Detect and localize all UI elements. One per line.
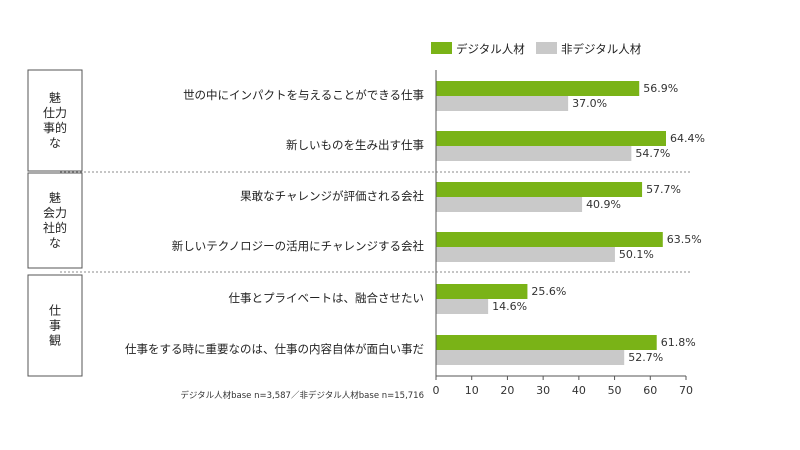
value-label: 54.7% (635, 147, 670, 160)
x-tick-label: 10 (465, 384, 479, 397)
category-label: 果敢なチャレンジが評価される会社 (240, 189, 424, 203)
group-label: 事的 (43, 120, 67, 135)
bar (436, 299, 489, 314)
category-label: 仕事をする時に重要なのは、仕事の内容自体が面白い事だ (125, 342, 424, 356)
legend-swatch (536, 42, 557, 54)
category-label: 世の中にインパクトを与えることができる仕事 (183, 88, 424, 102)
group-label: 観 (49, 334, 61, 348)
group-box (27, 172, 83, 269)
group-label: 仕 (49, 304, 61, 318)
category-label: 新しいテクノロジーの活用にチャレンジする会社 (172, 239, 425, 253)
group-box (27, 274, 83, 377)
group-label: な (49, 236, 61, 250)
group-label: 魅 (49, 190, 61, 205)
bar (436, 284, 528, 299)
bar (436, 182, 643, 197)
bar (436, 96, 569, 111)
category-label: 仕事とプライベートは、融合させたい (229, 291, 425, 305)
group-label: 魅 (49, 90, 61, 105)
value-label: 50.1% (619, 248, 654, 261)
bar (436, 335, 657, 350)
x-tick-label: 0 (433, 384, 440, 397)
value-label: 40.9% (586, 198, 621, 211)
group-label: な (49, 136, 61, 150)
value-label: 37.0% (572, 97, 607, 110)
legend-label: デジタル人材 (456, 42, 525, 56)
group-label: 事 (49, 319, 61, 333)
category-label: 新しいものを生み出す仕事 (286, 138, 424, 152)
x-tick-label: 70 (679, 384, 693, 397)
value-label: 56.9% (643, 82, 678, 95)
group-label: 社的 (43, 220, 67, 235)
bar (436, 131, 666, 146)
bar (436, 232, 663, 247)
legend-swatch (431, 42, 452, 54)
x-tick-label: 50 (608, 384, 622, 397)
base-note: デジタル人材base n=3,587／非デジタル人材base n=15,716 (180, 390, 424, 401)
value-label: 63.5% (667, 233, 702, 246)
x-tick-label: 40 (572, 384, 586, 397)
group-label: 仕力 (43, 106, 67, 120)
legend-label: 非デジタル人材 (561, 42, 642, 56)
group-box (27, 69, 83, 172)
bar (436, 247, 615, 262)
value-label: 64.4% (670, 132, 705, 145)
bar (436, 197, 583, 212)
value-label: 61.8% (661, 336, 696, 349)
bar (436, 350, 625, 365)
x-tick-label: 30 (536, 384, 550, 397)
value-label: 25.6% (531, 285, 566, 298)
x-tick-label: 20 (500, 384, 514, 397)
value-label: 14.6% (492, 300, 527, 313)
bar (436, 81, 640, 96)
value-label: 52.7% (628, 351, 663, 364)
value-label: 57.7% (646, 183, 681, 196)
x-tick-label: 60 (643, 384, 657, 397)
bar (436, 146, 632, 161)
group-label: 会力 (43, 206, 67, 220)
